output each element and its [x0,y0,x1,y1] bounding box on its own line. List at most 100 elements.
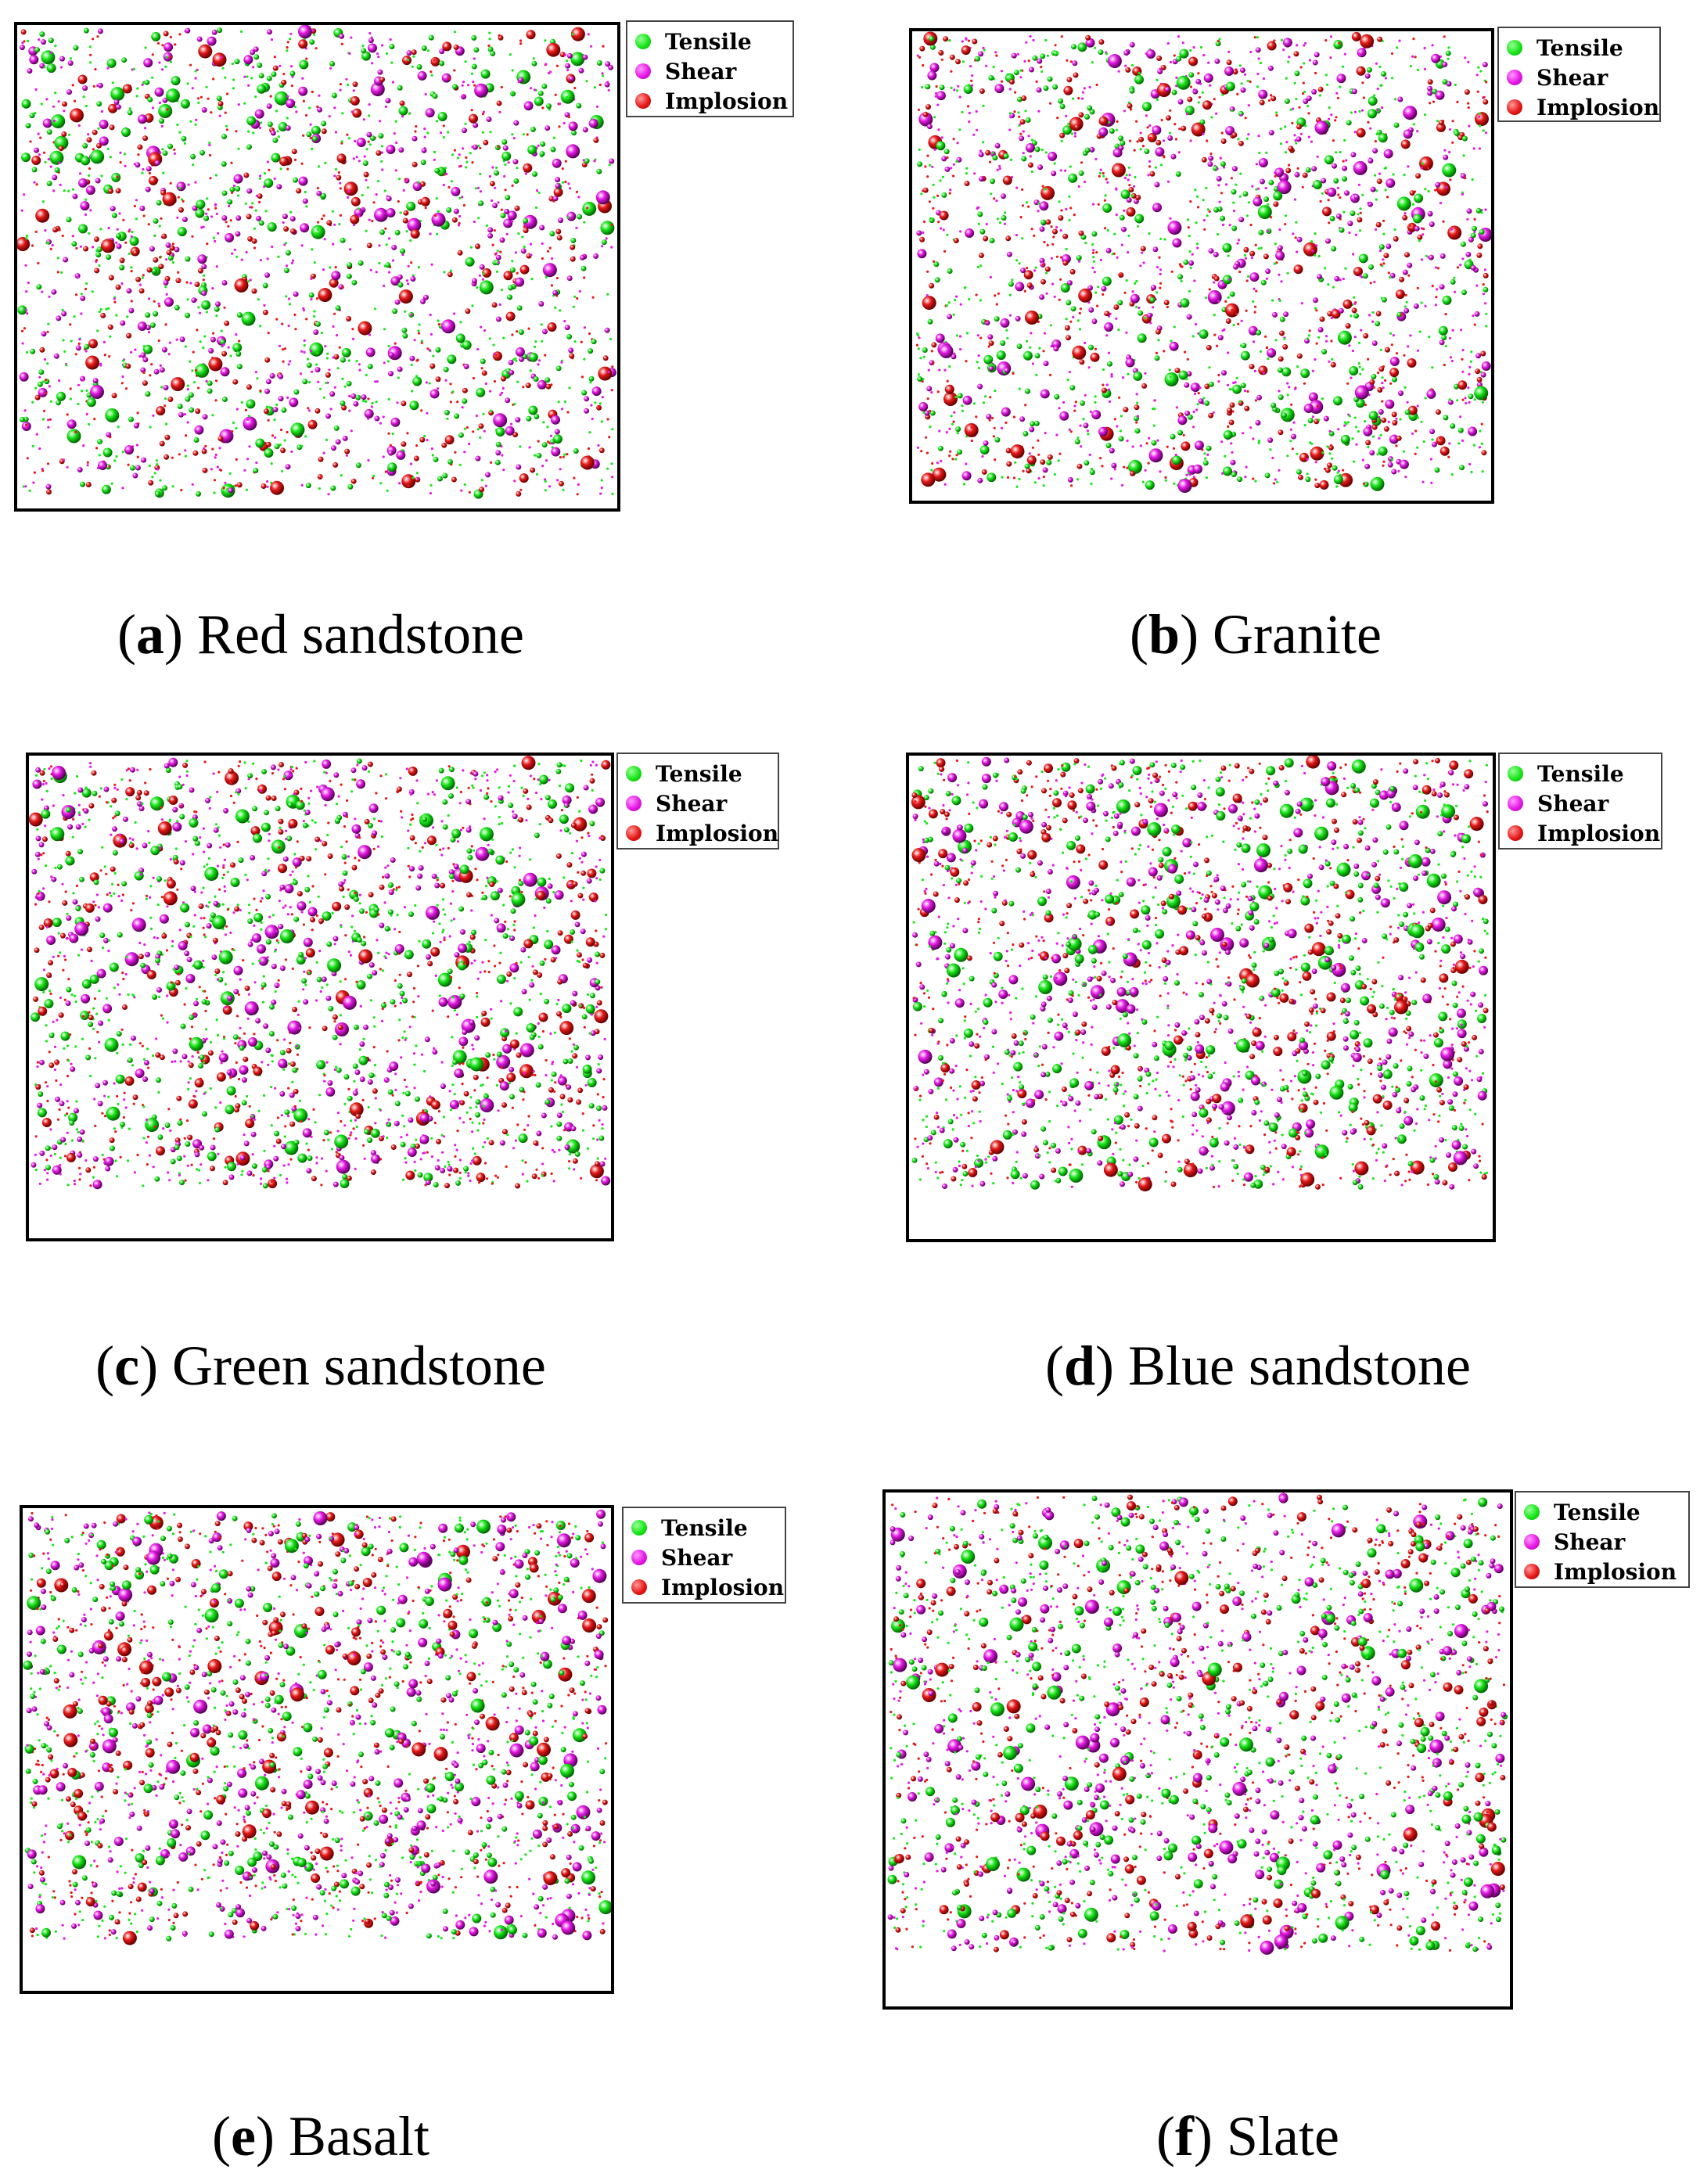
shear-crack-marker [1427,210,1433,217]
shear-crack-marker [374,415,380,422]
shear-crack-marker [1091,318,1098,325]
shear-crack-marker [953,411,956,414]
shear-crack-marker [959,303,962,306]
tensile-crack-marker [1247,201,1250,204]
tensile-crack-marker [1242,191,1249,197]
implosion-crack-marker [1123,465,1126,469]
tensile-crack-marker [321,192,327,199]
implosion-crack-marker [987,345,990,348]
shear-crack-marker [364,408,374,418]
tensile-crack-marker [1321,397,1324,401]
implosion-crack-marker [1447,455,1450,458]
shear-crack-marker [429,232,432,235]
tensile-crack-marker [600,420,603,423]
tensile-crack-marker [1281,367,1292,377]
tensile-crack-marker [1350,210,1356,217]
tensile-crack-marker [253,54,260,60]
shear-crack-marker [77,383,81,386]
tensile-crack-marker [929,163,932,167]
tensile-crack-marker [1105,443,1112,448]
shear-crack-marker [393,132,396,135]
tensile-crack-marker [107,307,110,310]
implosion-crack-marker [48,960,53,966]
tensile-crack-marker [80,481,85,487]
shear-crack-marker [994,142,1001,149]
implosion-crack-marker [1293,51,1299,57]
tensile-crack-marker [156,199,162,206]
implosion-crack-marker [1339,472,1353,487]
implosion-crack-marker [96,35,99,38]
shear-crack-marker [939,227,943,230]
tensile-crack-marker [111,81,114,84]
implosion-crack-marker [204,444,207,448]
tensile-crack-marker [610,462,613,465]
tensile-crack-marker [492,343,495,347]
tensile-crack-marker [976,361,979,364]
shear-crack-marker [350,393,357,399]
shear-crack-marker [166,905,169,908]
shear-crack-marker [368,218,371,221]
shear-crack-marker [1000,426,1004,429]
tensile-crack-marker [372,474,376,478]
implosion-crack-marker [194,368,197,372]
shear-crack-marker [1434,266,1438,269]
implosion-crack-marker [1417,234,1423,240]
tensile-crack-marker [602,74,605,77]
shear-crack-marker [1311,250,1314,253]
tensile-crack-marker [365,373,368,377]
shear-crack-marker [194,181,197,184]
tensile-crack-marker [322,911,332,921]
implosion-crack-marker [279,428,283,432]
tensile-crack-marker [205,85,208,88]
implosion-crack-marker [376,150,382,156]
shear-crack-marker [1311,88,1317,95]
tensile-crack-marker [1078,328,1082,331]
implosion-marker-icon [635,93,651,109]
tensile-crack-marker [511,69,514,72]
shear-crack-marker [1048,151,1058,161]
implosion-crack-marker [1041,185,1044,188]
tensile-crack-marker [1480,211,1483,214]
shear-crack-marker [490,1008,493,1011]
shear-crack-marker [136,801,142,807]
shear-crack-marker [521,989,527,995]
shear-crack-marker [349,248,352,251]
tensile-crack-marker [501,151,512,161]
shear-crack-marker [1033,269,1037,272]
implosion-crack-marker [469,113,478,124]
implosion-crack-marker [993,197,996,200]
tensile-crack-marker [933,196,936,199]
shear-crack-marker [1001,193,1006,199]
shear-crack-marker [266,480,269,483]
implosion-crack-marker [1391,411,1397,418]
shear-crack-marker [151,106,155,110]
shear-crack-marker [385,951,388,954]
shear-crack-marker [365,347,376,357]
implosion-crack-marker [1432,100,1436,103]
shear-crack-marker [1391,469,1397,475]
shear-crack-marker [289,65,293,68]
tensile-crack-marker [1232,384,1242,394]
implosion-crack-marker [1267,99,1271,102]
shear-crack-marker [224,481,227,484]
tensile-crack-marker [488,38,491,41]
shear-crack-marker [1484,208,1487,211]
tensile-crack-marker [340,401,346,406]
implosion-crack-marker [1006,476,1010,480]
implosion-crack-marker [261,483,267,489]
shear-crack-marker [1104,322,1114,332]
tensile-crack-marker [1381,71,1387,77]
shear-crack-marker [440,820,444,823]
shear-crack-marker [79,245,82,248]
tensile-crack-marker [1015,485,1019,488]
tensile-crack-marker [559,309,562,312]
shear-crack-marker [537,379,547,390]
implosion-crack-marker [1201,156,1207,163]
shear-crack-marker [1262,77,1266,81]
shear-crack-marker [173,152,176,155]
tensile-crack-marker [455,333,465,343]
implosion-crack-marker [117,883,120,886]
implosion-crack-marker [1103,199,1106,202]
implosion-crack-marker [1213,275,1220,282]
tensile-crack-marker [82,142,88,149]
